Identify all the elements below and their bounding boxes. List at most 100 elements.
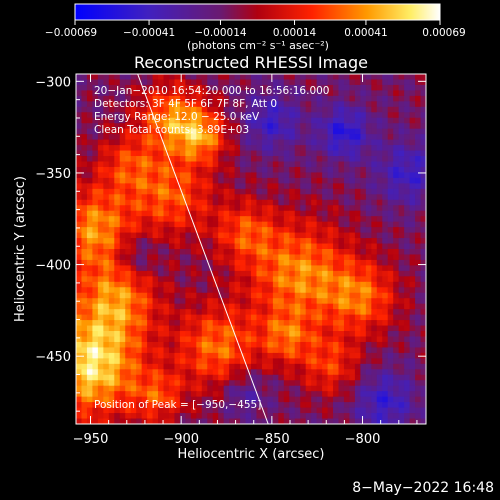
heatmap-cell — [81, 298, 88, 305]
heatmap-cell — [267, 74, 274, 81]
heatmap-cell — [354, 205, 361, 212]
heatmap-cell — [108, 232, 115, 239]
heatmap-cell — [81, 276, 88, 283]
heatmap-cell — [338, 205, 345, 212]
heatmap-cell — [130, 336, 137, 343]
heatmap-cell — [234, 254, 241, 261]
heatmap-cell — [86, 396, 94, 403]
heatmap-cell — [354, 259, 361, 267]
heatmap-cell — [300, 128, 307, 135]
heatmap-cell — [316, 199, 323, 206]
heatmap-cell — [218, 188, 225, 195]
heatmap-cell — [316, 156, 323, 163]
heatmap-cell — [103, 402, 110, 409]
heatmap-cell — [278, 101, 285, 108]
heatmap-cell — [207, 358, 214, 365]
heatmap-cell — [261, 243, 269, 250]
heatmap-cell — [322, 407, 329, 414]
heatmap-cell — [103, 232, 110, 239]
heatmap-cell — [92, 172, 99, 179]
heatmap-cell — [300, 199, 307, 206]
heatmap-cell — [174, 407, 181, 414]
heatmap-cell — [130, 276, 137, 283]
heatmap-cell — [81, 177, 88, 184]
heatmap-cell — [278, 194, 285, 201]
heatmap-cell — [179, 249, 186, 256]
heatmap-cell — [404, 161, 411, 168]
heatmap-cell — [382, 210, 389, 217]
heatmap-cell — [229, 391, 236, 398]
heatmap-cell — [415, 347, 422, 354]
heatmap-cell — [190, 183, 197, 190]
heatmap-cell — [240, 221, 247, 228]
heatmap-cell — [376, 112, 383, 119]
heatmap-cell — [267, 292, 274, 299]
heatmap-cell — [398, 369, 405, 376]
heatmap-cell — [103, 369, 110, 376]
heatmap-cell — [393, 303, 400, 310]
heatmap-cell — [294, 188, 301, 195]
heatmap-cell — [420, 101, 426, 108]
heatmap-cell — [179, 325, 186, 332]
heatmap-cell — [234, 117, 241, 124]
heatmap-cell — [141, 270, 148, 277]
heatmap-cell — [354, 221, 361, 228]
heatmap-cell — [119, 145, 126, 152]
heatmap-cell — [289, 84, 296, 92]
heatmap-cell — [125, 227, 132, 234]
heatmap-cell — [415, 281, 422, 288]
heatmap-cell — [349, 270, 356, 277]
heatmap-cell — [267, 177, 274, 184]
heatmap-cell — [185, 232, 192, 239]
heatmap-cell — [86, 380, 94, 387]
heatmap-cell — [393, 407, 400, 414]
heatmap-cell — [136, 418, 143, 424]
heatmap-cell — [147, 84, 154, 92]
heatmap-cell — [316, 101, 323, 108]
heatmap-cell — [376, 407, 383, 414]
heatmap-cell — [76, 101, 83, 108]
heatmap-cell — [360, 385, 367, 392]
heatmap-cell — [289, 270, 296, 277]
heatmap-cell — [333, 123, 340, 130]
heatmap-cell — [376, 380, 383, 387]
heatmap-cell — [322, 150, 329, 157]
heatmap-cell — [272, 341, 279, 349]
heatmap-cell — [278, 134, 285, 141]
heatmap-cell — [404, 341, 411, 349]
heatmap-cell — [147, 391, 154, 398]
heatmap-cell — [338, 396, 345, 403]
heatmap-cell — [207, 407, 214, 414]
heatmap-cell — [393, 276, 400, 283]
heatmap-cell — [360, 292, 367, 299]
heatmap-cell — [409, 150, 416, 157]
heatmap-cell — [272, 298, 279, 305]
heatmap-cell — [229, 259, 236, 267]
heatmap-cell — [229, 292, 236, 299]
heatmap-cell — [114, 265, 121, 272]
heatmap-cell — [371, 385, 378, 392]
heatmap-cell — [185, 188, 192, 195]
heatmap-cell — [218, 341, 225, 349]
heatmap-cell — [387, 84, 394, 92]
heatmap-cell — [76, 134, 83, 141]
heatmap-cell — [404, 238, 411, 245]
heatmap-cell — [365, 336, 372, 343]
plot-frame — [75, 73, 427, 425]
heatmap-cell — [305, 232, 312, 239]
heatmap-cell — [125, 336, 132, 343]
heatmap-cell — [86, 407, 94, 414]
heatmap-cell — [365, 276, 372, 283]
heatmap-cell — [158, 74, 165, 81]
heatmap-cell — [371, 292, 378, 299]
heatmap-cell — [97, 243, 104, 250]
heatmap-cell — [218, 106, 225, 113]
heatmap-cell — [97, 221, 104, 228]
heatmap-cell — [76, 221, 83, 228]
heatmap-cell — [185, 166, 192, 174]
heatmap-cell — [365, 156, 372, 163]
heatmap-cell — [327, 298, 334, 305]
heatmap-cell — [354, 276, 361, 283]
heatmap-cell — [196, 210, 203, 217]
heatmap-cell — [114, 232, 121, 239]
